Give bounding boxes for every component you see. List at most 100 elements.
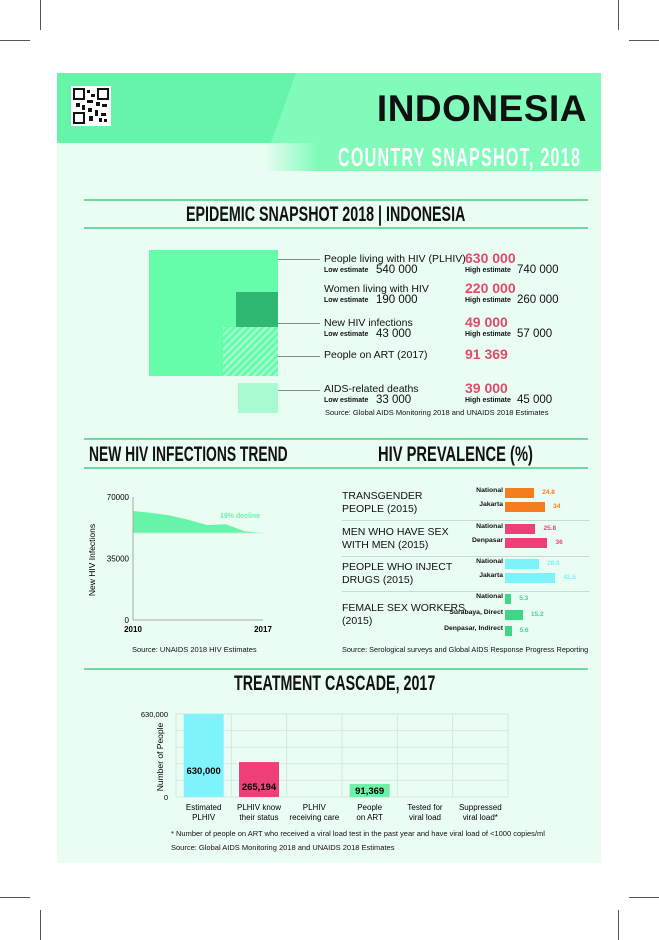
category-label: PLHIV: [303, 803, 327, 812]
prevalence-chart: TRANSGENDER PEOPLE (2015) National 24.8 Jak…: [340, 482, 595, 642]
epi-item-label: New HIV infections: [324, 317, 413, 329]
crop-mark: [629, 897, 659, 898]
y-tick-label: 0: [125, 616, 130, 625]
epi-item-label: People living with HIV (PLHIV): [324, 253, 466, 265]
bar-label: National: [476, 558, 503, 565]
prevalence-bar: [505, 573, 556, 583]
low-estimate-label: Low estimate: [324, 397, 369, 404]
trend-title-wrap: NEW HIV INFECTIONS TREND: [89, 443, 390, 467]
new-infections-square: [236, 292, 278, 327]
subtitle-band: [57, 143, 601, 171]
bar-value: 24.8: [542, 489, 555, 496]
low-estimate-label: Low estimate: [324, 267, 369, 274]
high-estimate-value: 260 000: [517, 294, 559, 306]
category-label: receiving care: [289, 813, 339, 822]
prevalence-source: Source: Serological surveys and Global A…: [342, 645, 589, 654]
cascade-footnote: * Number of people on ART who received a…: [171, 829, 545, 838]
trend-title: NEW HIV INFECTIONS TREND: [89, 443, 288, 466]
crop-mark: [0, 897, 30, 898]
prevalence-bar: [505, 559, 539, 569]
bar-value: 42.5: [563, 574, 576, 581]
connector: [278, 390, 320, 391]
bar-value: 25.8: [543, 525, 557, 532]
cascade-bar: [349, 784, 390, 797]
group-divider: [342, 591, 590, 592]
y-tick-label: 630,000: [141, 710, 168, 719]
prevalence-title: HIV PREVALENCE (%): [378, 443, 533, 466]
cascade-source: Source: Global AIDS Monitoring 2018 and …: [171, 843, 395, 852]
high-estimate-value: 57 000: [517, 328, 553, 340]
high-estimate-label: High estimate: [465, 267, 511, 274]
category-label: viral load: [409, 813, 441, 822]
divider: [84, 668, 588, 670]
bar-value: 28.8: [546, 560, 560, 567]
cascade-chart: 630,000 0 Number of People 630,000 Estimated…: [141, 710, 509, 822]
epi-item-value: 49 000: [465, 314, 508, 330]
low-estimate-value: 43 000: [376, 328, 412, 340]
bar-value: 36: [555, 539, 563, 546]
epi-item-label: People on ART (2017): [324, 349, 428, 361]
cascade-title-wrap: TREATMENT CASCADE, 2017: [234, 672, 530, 696]
prevalence-bar: [505, 626, 512, 636]
high-estimate-label: High estimate: [465, 397, 511, 404]
y-tick-label: 0: [164, 793, 168, 802]
divider: [84, 467, 588, 469]
low-estimate-value: 540 000: [376, 264, 418, 276]
bar-label: Denpasar: [472, 537, 503, 544]
group-label: FEMALE SEX WORKERS (2015): [342, 602, 466, 627]
category-label: Estimated: [186, 803, 222, 812]
bar-label: National: [476, 487, 503, 494]
group-divider: [342, 556, 590, 557]
x-tick-label: 2017: [254, 625, 272, 634]
cascade-bar: [183, 714, 224, 797]
epi-item-value: 630 000: [465, 250, 516, 266]
bar-label: Surabaya, Direct: [449, 609, 503, 616]
prevalence-bar: [505, 524, 536, 534]
x-tick-label: 2010: [124, 625, 142, 634]
crop-mark: [618, 0, 619, 30]
connector: [278, 356, 320, 357]
bar-label: Jakarta: [479, 572, 503, 579]
group-divider: [342, 520, 590, 521]
cascade-bar: [239, 762, 279, 797]
epi-item-label: AIDS-related deaths: [324, 383, 419, 395]
y-axis-label: Number of People: [155, 722, 165, 791]
crop-mark: [618, 910, 619, 940]
bar-label: Jakarta: [479, 501, 503, 508]
trend-area: [133, 511, 263, 534]
y-tick-label: 70000: [107, 493, 130, 502]
crop-mark: [629, 40, 659, 41]
bar-label: National: [476, 523, 503, 530]
high-estimate-value: 45 000: [517, 394, 553, 406]
art-hatched-square: [223, 327, 278, 376]
bar-value-label: 630,000: [186, 766, 220, 777]
qr-code-icon[interactable]: [71, 86, 111, 126]
subtitle-wrap: COUNTRY SNAPSHOT, 2018: [338, 142, 598, 172]
category-label: their status: [239, 813, 278, 822]
crop-mark: [0, 40, 30, 41]
group-label: PEOPLE WHO INJECT DRUGS (2015): [342, 561, 453, 586]
epidemic-source: Source: Global AIDS Monitoring 2018 and …: [325, 408, 549, 417]
epidemic-title-wrap: EPIDEMIC SNAPSHOT 2018 | INDONESIA: [186, 203, 597, 227]
high-estimate-label: High estimate: [465, 331, 511, 338]
low-estimate-label: Low estimate: [324, 331, 369, 338]
bar-value: 15.2: [530, 611, 544, 618]
divider: [84, 199, 588, 201]
country-subtitle: COUNTRY SNAPSHOT, 2018: [338, 142, 582, 172]
divider: [84, 438, 588, 440]
bar-value-label: 91,369: [355, 786, 384, 797]
divider: [84, 227, 588, 229]
epi-item-value: 39 000: [465, 380, 508, 396]
crop-mark: [40, 910, 41, 940]
prevalence-bar: [505, 538, 548, 548]
deaths-square: [238, 383, 278, 413]
country-title: INDONESIA: [376, 88, 587, 129]
prevalence-bar: [505, 594, 512, 604]
category-label: PLHIV know: [237, 803, 281, 812]
low-estimate-value: 190 000: [376, 294, 418, 306]
y-tick-label: 35000: [107, 555, 130, 564]
epidemic-title: EPIDEMIC SNAPSHOT 2018 | INDONESIA: [186, 203, 466, 226]
bar-value-label: 265,194: [242, 782, 277, 793]
category-label: Tested for: [407, 803, 442, 812]
